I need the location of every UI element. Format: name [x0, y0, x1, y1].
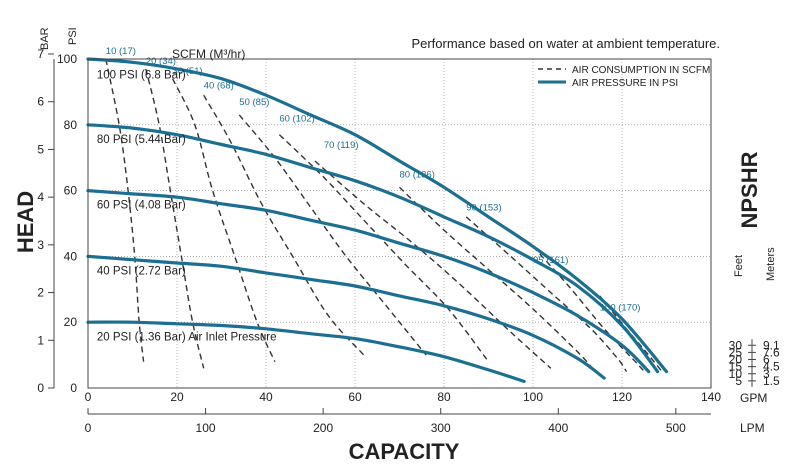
npshr-feet-tick: 25 — [729, 345, 743, 359]
air-label-10-17: 10 (17) — [106, 46, 136, 57]
air-label-100-170: 100 (170) — [600, 303, 641, 314]
npshr-meters-tick: 6 — [763, 353, 770, 367]
pressure-label-40-psi-2-72-bar: 40 PSI (2.72 Bar) — [97, 265, 186, 277]
air-consumption-labels: 10 (17) 20 (34)30 (51)40 (68) 50 (85) 60 (1… — [106, 46, 641, 314]
air-label-95-161: 95 (161) — [533, 255, 568, 266]
air-label-60-102: 60 (102) — [279, 114, 314, 125]
npshr-meters-tick: 7.6 — [763, 345, 780, 359]
air-label-30-51: 30 (51) — [173, 66, 203, 77]
air-curve-40-68 — [203, 94, 365, 356]
air-scfm-label: SCFM (M³/hr) — [172, 47, 245, 61]
pressure-curve-20-psi-1-36-bar — [86, 320, 526, 383]
bar-tick-label: 5 — [37, 142, 44, 156]
npshr-meters-tick: 4.5 — [763, 360, 780, 374]
bar-tick-label: 2 — [37, 286, 44, 300]
lpm-tick-label: 200 — [313, 421, 333, 435]
gpm-tick-label: 140 — [701, 390, 721, 404]
left-axes: 0 20 40 60 80 100 0 1 2 3 4 5 6 7 — [37, 47, 77, 395]
npshr-meters-tick: 1.5 — [763, 374, 780, 388]
air-curve-90-153 — [465, 216, 628, 372]
psi-tick-label: 20 — [64, 315, 78, 329]
bar-unit-label: BAR — [39, 27, 51, 50]
bar-tick-label: 0 — [37, 381, 44, 395]
legend-air-pressure: AIR PRESSURE IN PSI — [572, 78, 678, 89]
npshr-feet-tick: 30 — [729, 338, 743, 352]
chart-title: Performance based on water at ambient te… — [411, 36, 720, 51]
psi-tick-label: 40 — [64, 249, 78, 263]
plot-grid — [88, 59, 711, 388]
npshr-feet-tick: 15 — [729, 360, 743, 374]
psi-tick-label: 100 — [57, 52, 77, 66]
air-curve-70-119 — [314, 160, 552, 369]
air-curve-30-51 — [171, 78, 276, 362]
gpm-tick-label: 0 — [85, 390, 92, 404]
lpm-tick-label: 300 — [431, 421, 451, 435]
bar-tick-label: 4 — [37, 190, 44, 204]
air-curve-80-136 — [399, 186, 596, 373]
pressure-labels: 100 PSI (6.8 Bar) 80 PSI (5.44 Bar) 60 PSI… — [97, 70, 277, 344]
npshr-meters-tick: 9.1 — [763, 338, 780, 352]
npshr-feet-tick: 20 — [729, 353, 743, 367]
air-label-20-34: 20 (34) — [146, 56, 176, 67]
air-label-90-153: 90 (153) — [466, 202, 501, 213]
pressure-curve-80-psi-5-44-bar — [86, 123, 660, 374]
pressure-label-80-psi-5-44-bar: 80 PSI (5.44 Bar) — [97, 134, 186, 146]
capacity-label: CAPACITY — [349, 439, 460, 464]
pressure-curve-40-psi-2-72-bar — [86, 254, 606, 380]
psi-tick-label: 0 — [70, 381, 77, 395]
head-label: HEAD — [13, 191, 38, 253]
air-label-80-136: 80 (136) — [400, 169, 435, 180]
gpm-unit-label: GPM — [740, 391, 767, 405]
gpm-tick-label: 120 — [612, 390, 632, 404]
psi-unit-label: PSI — [67, 27, 79, 45]
legend: AIR CONSUMPTION IN SCFM AIR PRESSURE IN … — [538, 65, 710, 89]
psi-tick-label: 60 — [64, 184, 78, 198]
npshr-label: NPSHR — [737, 151, 762, 228]
bar-tick-label: 3 — [37, 238, 44, 252]
pressure-label-20-psi-1-36-bar: 20 PSI (1.36 Bar) Air Inlet Pressure — [97, 331, 277, 343]
gpm-tick-label: 60 — [348, 390, 362, 404]
npshr-axis: 5 1.5 10 3 15 4.5 20 6 25 7.6 30 9.1 — [729, 338, 780, 388]
lpm-tick-label: 400 — [548, 421, 568, 435]
gpm-tick-label: 100 — [523, 390, 543, 404]
air-label-70-119: 70 (119) — [324, 140, 359, 151]
pressure-curve-100-psi-6-8-bar — [86, 57, 669, 374]
npshr-feet-tick: 10 — [729, 367, 743, 381]
air-label-50-85: 50 (85) — [239, 97, 269, 108]
gpm-tick-label: 20 — [170, 390, 184, 404]
npshr-meters-tick: 3 — [763, 367, 770, 381]
meters-unit-label: Meters — [765, 247, 777, 281]
bar-tick-label: 7 — [37, 47, 44, 61]
psi-tick-label: 80 — [64, 118, 78, 132]
bottom-axes: 0 20 40 60 80 100 120 140 0 100 200 300 400 500 — [85, 390, 722, 435]
pressure-curve-60-psi-4-08-bar — [86, 189, 651, 374]
gpm-tick-label: 80 — [437, 390, 451, 404]
lpm-tick-label: 100 — [196, 421, 216, 435]
lpm-unit-label: LPM — [740, 421, 765, 435]
pressure-label-60-psi-4-08-bar: 60 PSI (4.08 Bar) — [97, 200, 186, 212]
bar-tick-label: 1 — [37, 333, 44, 347]
plot-frame — [87, 58, 712, 389]
air-curve-60-102 — [278, 134, 490, 363]
bar-tick-label: 6 — [37, 95, 44, 109]
air-label-40-68: 40 (68) — [204, 81, 234, 92]
gpm-tick-label: 40 — [259, 390, 273, 404]
npshr-feet-tick: 5 — [735, 374, 742, 388]
legend-air-consumption: AIR CONSUMPTION IN SCFM — [572, 65, 710, 76]
air-curve-50-85 — [238, 114, 427, 356]
pressure-label-100-psi-6-8-bar: 100 PSI (6.8 Bar) — [97, 70, 186, 82]
feet-unit-label: Feet — [733, 255, 745, 277]
air-pressure-curves — [86, 57, 669, 383]
lpm-tick-label: 0 — [85, 421, 92, 435]
lpm-tick-label: 500 — [666, 421, 686, 435]
